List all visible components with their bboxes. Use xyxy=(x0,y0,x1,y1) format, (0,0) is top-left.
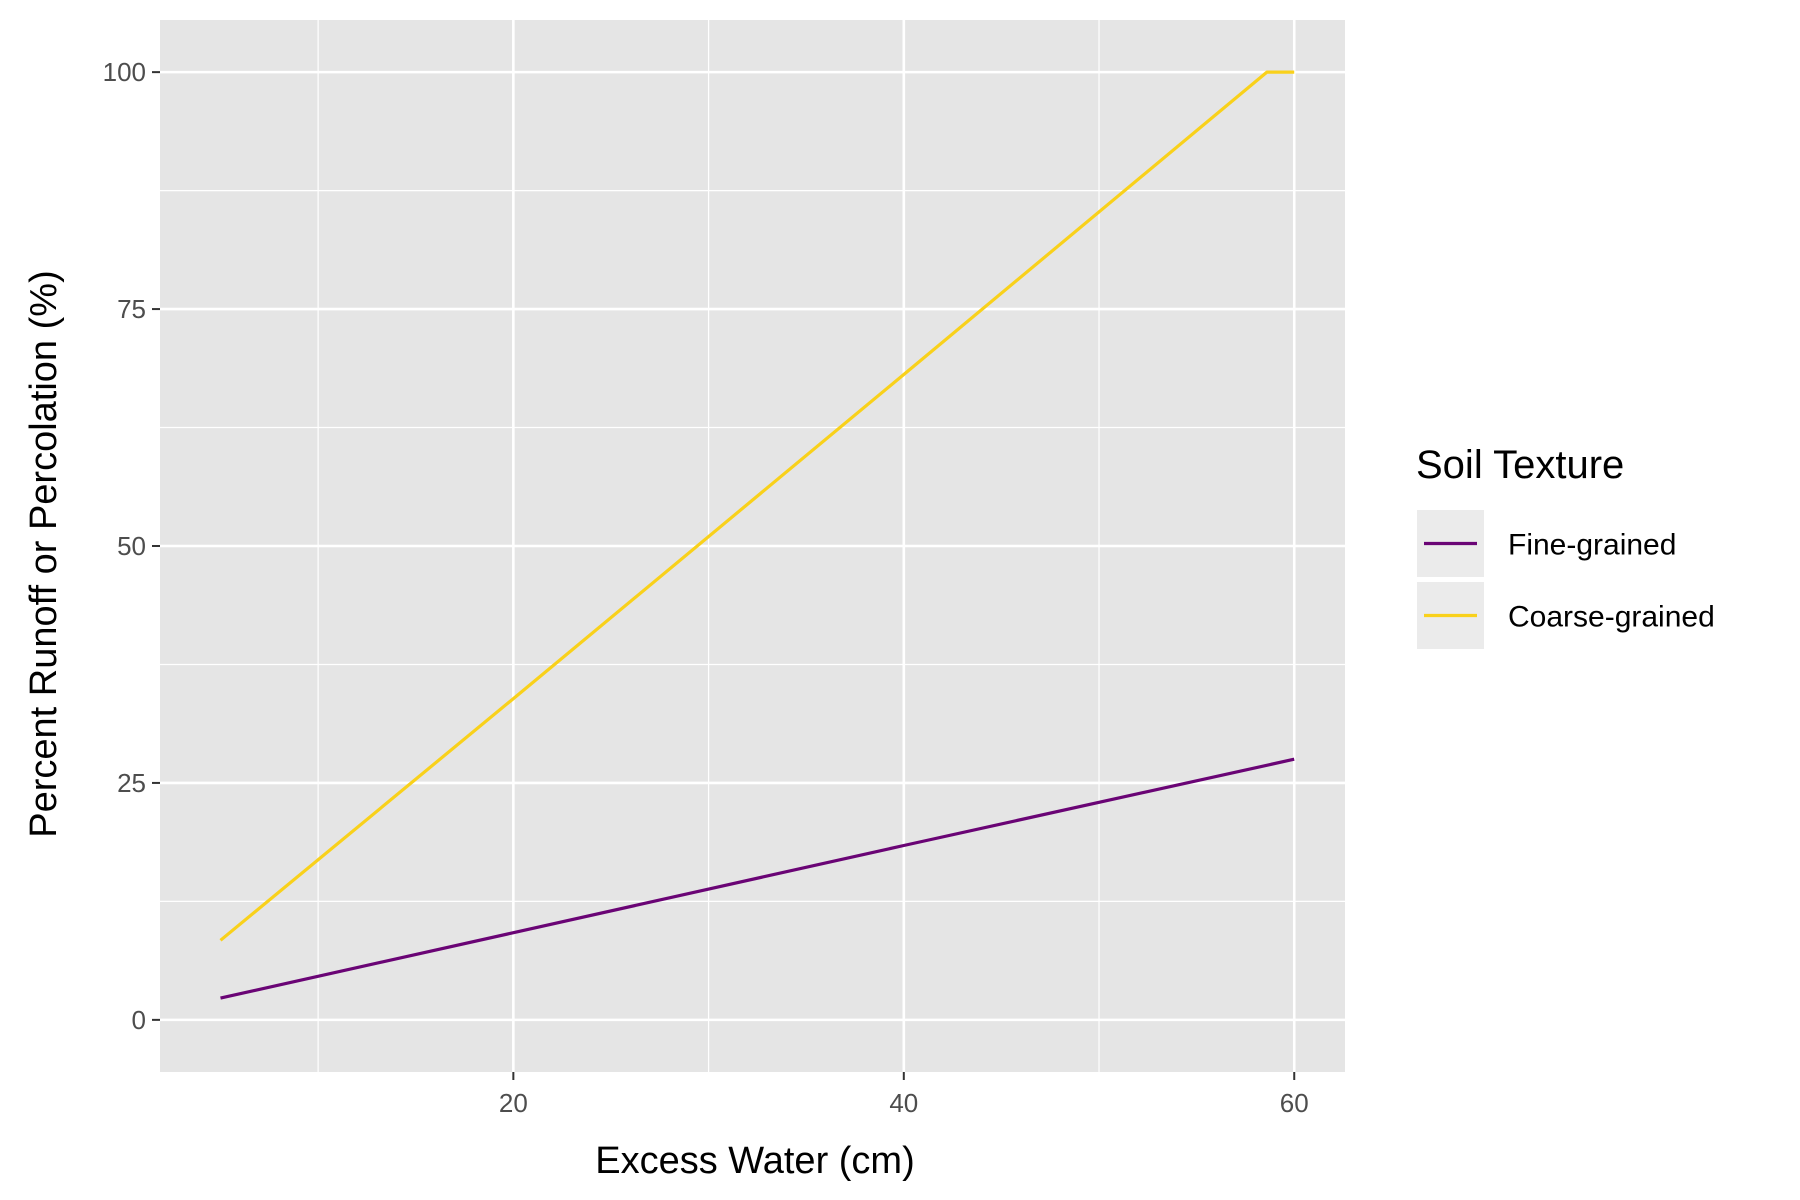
y-tick-label: 50 xyxy=(117,531,146,561)
y-tick-label: 75 xyxy=(117,294,146,324)
y-tick-label: 0 xyxy=(132,1005,146,1035)
series-line-coarse-grained xyxy=(219,70,1295,942)
x-tick-label: 40 xyxy=(889,1088,918,1118)
legend-label: Coarse-grained xyxy=(1508,601,1715,634)
x-tick-label: 20 xyxy=(499,1088,528,1118)
x-axis: 20 40 60 xyxy=(499,1072,1309,1118)
x-tick-label: 60 xyxy=(1280,1088,1309,1118)
plot-panel xyxy=(160,20,1345,1072)
legend-label: Fine-grained xyxy=(1508,529,1676,562)
legend-title: Soil Texture xyxy=(1416,443,1624,487)
y-tick-label: 100 xyxy=(103,57,146,87)
y-axis: 0 25 50 75 100 xyxy=(103,57,160,1035)
x-axis-title: Excess Water (cm) xyxy=(595,1140,915,1182)
y-tick-label: 25 xyxy=(117,768,146,798)
series-line-fine-grained xyxy=(220,757,1295,1000)
legend: Soil Texture Fine-grained Coarse-grained xyxy=(1416,443,1715,649)
y-axis-title: Percent Runoff or Percolation (%) xyxy=(23,270,65,837)
